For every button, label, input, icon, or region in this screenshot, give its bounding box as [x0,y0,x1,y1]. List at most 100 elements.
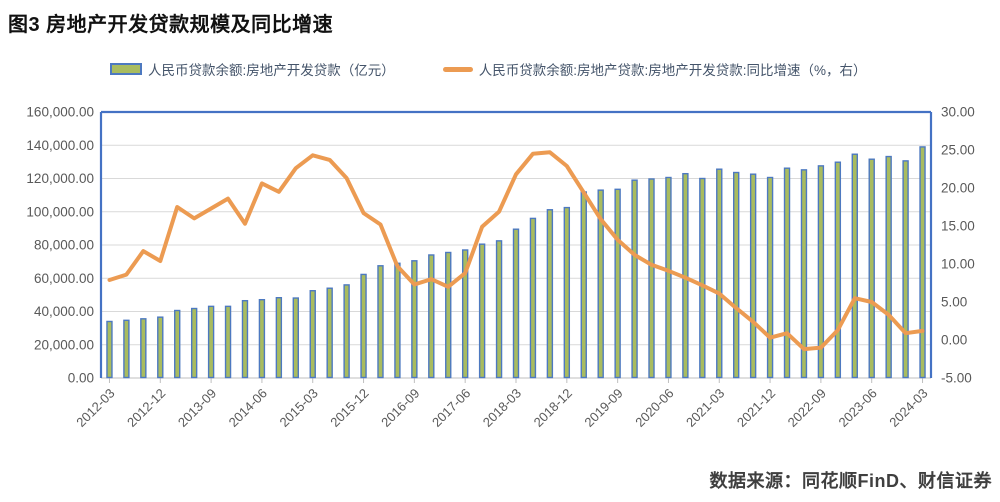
bar [241,299,249,379]
bar [631,179,638,379]
bar [580,191,587,379]
y-axis-right-tick-label: 25.00 [941,143,975,158]
y-axis-right-labels: -5.00 0.00 5.00 10.00 15.00 20.00 25.00 30.00 [941,105,975,386]
bar [461,249,469,379]
bar [614,188,621,379]
bar [495,240,503,379]
bar [377,265,384,379]
x-axis-tick-label: 2015-12 [327,386,371,430]
bar-series-swatch-icon [110,63,142,75]
x-axis-tick-label: 2024-03 [886,386,930,430]
y-axis-right-tick-label: -5.00 [941,371,972,386]
x-axis-tick-label: 2016-09 [378,386,422,430]
y-axis-right-tick-label: 30.00 [941,105,975,120]
legend-item-line-series: 人民币贷款余额:房地产贷款:房地产开发贷款:同比增速（%，右） [442,59,867,79]
y-axis-left-tick-label: 0.00 [68,371,94,386]
bar [597,189,604,379]
x-axis-tick-label: 2013-09 [175,386,219,430]
bar [326,287,333,379]
bar [258,298,266,379]
data-source-note: 数据来源：同花顺FinD、财信证券 [709,471,992,491]
legend-label-line-series: 人民币贷款余额:房地产贷款:房地产开发贷款:同比增速（%，右） [478,63,867,78]
y-axis-left-tick-label: 100,000.00 [26,204,94,219]
bar [207,305,215,379]
x-axis [101,377,931,383]
bar [123,319,130,379]
bar [394,262,401,379]
y-axis-left-tick-label: 40,000.00 [34,304,94,319]
y-axis-left-tick-label: 140,000.00 [26,138,94,153]
y-axis-right-tick-label: 10.00 [941,257,975,272]
bar [817,165,825,379]
bar [309,290,316,379]
bar [783,167,791,379]
bar [749,173,757,379]
bar [766,176,774,379]
bar [665,176,672,379]
bar [716,168,723,379]
x-axis-tick-label: 2018-03 [480,386,524,430]
bar [546,209,554,379]
bar [275,297,283,379]
legend-label-bar-series: 人民币贷款余额:房地产开发贷款（亿元） [148,63,395,78]
y-axis-left-tick-label: 120,000.00 [26,171,94,186]
y-axis-left-tick-label: 160,000.00 [26,105,94,120]
bar [478,243,486,379]
bar [529,217,537,379]
y-axis-left-labels: 0.00 20,000.00 40,000.00 60,000.00 80,000.00… [26,105,94,386]
bar [140,318,147,379]
x-axis-tick-label: 2021-03 [683,386,727,430]
y-axis-left-tick-label: 20,000.00 [34,337,94,352]
legend-item-bar-series: 人民币贷款余额:房地产开发贷款（亿元） [110,59,395,79]
y-axis-right-tick-label: 15.00 [941,219,975,234]
bar [224,305,232,379]
x-axis-labels: 2012-03 2012-12 2013-09 2014-06 2015-03 2015-… [73,386,930,430]
y-axis-left-tick-label: 80,000.00 [34,238,94,253]
bar [428,254,435,379]
bar [106,320,113,379]
bar [157,316,164,379]
bar [648,178,655,379]
x-axis-tick-label: 2017-06 [429,386,473,430]
bar [733,171,740,379]
bar [512,228,520,379]
bar [411,260,418,379]
bar [699,177,706,379]
growth-line [107,150,925,352]
bar [174,309,181,379]
x-axis-tick-label: 2021-12 [734,386,778,430]
bar [292,297,299,379]
bar [343,284,350,379]
x-axis-tick-label: 2012-03 [73,386,117,430]
y-axis-left-tick-label: 60,000.00 [34,271,94,286]
x-axis-tick-label: 2012-12 [124,386,168,430]
line-series-swatch-icon [442,66,473,72]
bar [851,153,858,379]
x-axis-tick-label: 2015-03 [277,386,321,430]
bar [834,161,842,379]
y-axis-right-tick-label: 5.00 [941,295,967,310]
bar [445,251,452,379]
y-axis-right-tick-label: 20.00 [941,181,975,196]
x-axis-tick-label: 2014-06 [226,386,270,430]
x-axis-tick-label: 2019-09 [581,386,625,430]
bar [563,206,571,379]
y-axis-right-tick-label: 0.00 [941,333,967,348]
bar [800,169,808,379]
bar [360,273,367,379]
x-axis-tick-label: 2020-06 [632,386,676,430]
bar [902,160,909,379]
x-axis-tick-label: 2023-06 [835,386,879,430]
chart-title: 图3 房地产开发贷款规模及同比增速 [8,14,334,36]
bar-series [106,146,926,379]
bar [868,158,875,379]
x-axis-tick-label: 2018-12 [531,386,575,430]
bar [885,155,892,379]
plot-border [99,110,933,378]
bar [919,146,926,379]
legend: 人民币贷款余额:房地产开发贷款（亿元） 人民币贷款余额:房地产贷款:房地产开发贷… [110,59,867,79]
bar [190,307,198,379]
x-axis-tick-label: 2022-09 [785,386,829,430]
